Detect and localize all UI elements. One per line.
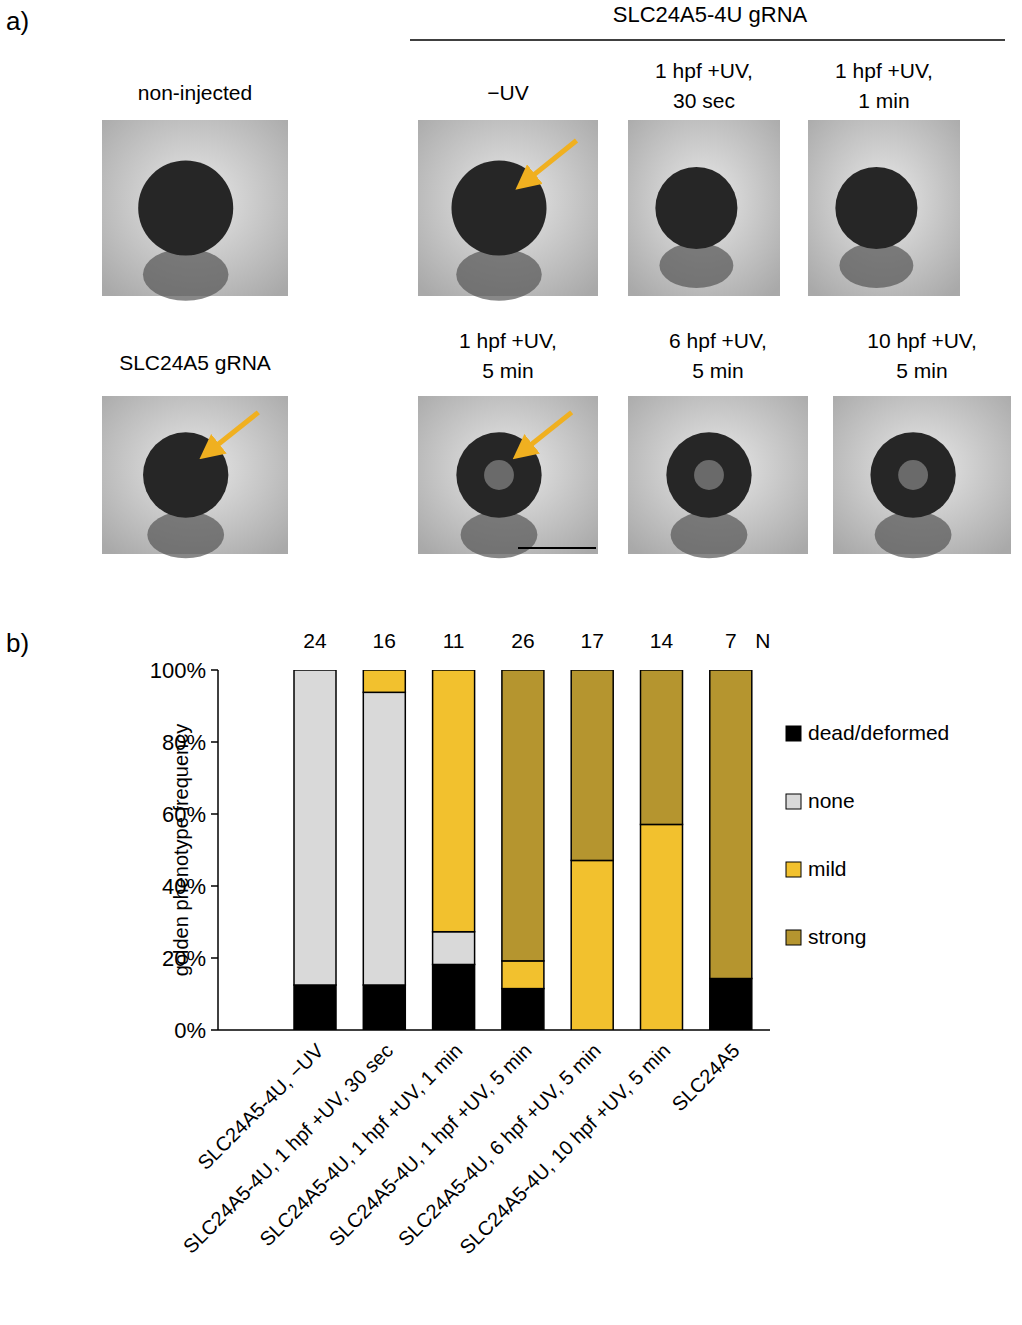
bar-segment: [571, 860, 613, 1030]
image-background: [628, 120, 780, 296]
bar-segment: [433, 964, 475, 1030]
image-label: −UV: [487, 81, 528, 104]
y-axis: [217, 670, 219, 1030]
bars: [294, 670, 752, 1030]
bar-segment: [433, 670, 475, 671]
category-label: SLC24A5-4U, 10 hpf +UV, 5 min: [455, 1039, 674, 1258]
micrograph: [628, 396, 808, 558]
image-label: 1 hpf +UV,: [459, 329, 557, 352]
lens: [898, 460, 928, 490]
yolk: [461, 511, 538, 558]
arrow: [209, 412, 258, 451]
bar-segment: [710, 979, 752, 1030]
bar-segment: [363, 692, 405, 985]
category-label: SLC24A5: [668, 1039, 744, 1115]
n-label: 16: [373, 629, 396, 652]
micrograph: [808, 120, 960, 296]
image-label: SLC24A5 gRNA: [119, 351, 271, 374]
yolk: [456, 248, 542, 300]
y-axis-label: golden phenotype frequency: [170, 724, 192, 976]
n-label: 14: [650, 629, 674, 652]
lens: [484, 460, 514, 490]
y-tick: [211, 885, 218, 887]
bar-segment: [571, 670, 613, 860]
image-label: 1 hpf +UV,: [655, 59, 753, 82]
bar-segment: [433, 932, 475, 965]
legend-swatch: [786, 862, 801, 877]
bar-segment: [641, 670, 683, 824]
image-label: non-injected: [138, 81, 252, 104]
header-rule: [410, 39, 1005, 41]
bar-segment: [641, 824, 683, 1030]
bar-segment: [502, 670, 544, 961]
bar-segment: [710, 670, 752, 979]
yolk: [147, 511, 224, 558]
image-label: 10 hpf +UV,: [867, 329, 977, 352]
legend-label: strong: [808, 925, 866, 948]
lens: [694, 460, 724, 490]
yolk: [143, 248, 229, 300]
legend-swatch: [786, 794, 801, 809]
y-tick: [211, 1029, 218, 1031]
yolk: [659, 243, 733, 288]
yolk: [875, 511, 952, 558]
n-label: 24: [303, 629, 327, 652]
bar-segment: [363, 670, 405, 671]
y-tick: [211, 669, 218, 671]
micrograph: [418, 120, 598, 301]
bar-segment: [433, 670, 475, 932]
image-label: 30 sec: [673, 89, 735, 112]
bar-segment: [502, 961, 544, 989]
panel-header: SLC24A5-4U gRNA: [613, 2, 808, 27]
y-tick: [211, 741, 218, 743]
image-label: 1 hpf +UV,: [835, 59, 933, 82]
image-label: 5 min: [896, 359, 947, 382]
micrograph: [628, 120, 780, 296]
bar-segment: [294, 985, 336, 1030]
legend-label: none: [808, 789, 855, 812]
eye: [666, 432, 751, 517]
panel-label: a): [6, 6, 29, 36]
y-tick: [211, 957, 218, 959]
scale-bar: [518, 547, 596, 549]
micrograph: [418, 396, 598, 558]
arrow: [525, 140, 576, 181]
image-label: 5 min: [482, 359, 533, 382]
y-tick: [211, 813, 218, 815]
image-label: 1 min: [858, 89, 909, 112]
yolk: [839, 243, 913, 288]
figure: a) SLC24A5-4U gRNA non-injected −UV 1 hpf +U…: [0, 0, 1022, 1325]
image-label: 6 hpf +UV,: [669, 329, 767, 352]
n-label: 11: [443, 629, 465, 652]
legend-label: mild: [808, 857, 847, 880]
panel-label: b): [6, 628, 29, 658]
micrograph: [102, 120, 288, 301]
n-label: 7: [725, 629, 737, 652]
image-label: 5 min: [692, 359, 743, 382]
n-label: 17: [581, 629, 604, 652]
eye: [835, 167, 917, 249]
eye: [870, 432, 955, 517]
n-label: 26: [511, 629, 534, 652]
bar-segment: [294, 670, 336, 985]
micrograph: [833, 396, 1011, 558]
legend-label: dead/deformed: [808, 721, 949, 744]
arrow: [522, 412, 571, 451]
category-label: SLC24A5-4U, −UV: [193, 1039, 328, 1174]
bar-segment: [502, 989, 544, 1030]
bar-segment: [294, 670, 336, 671]
yolk: [671, 511, 748, 558]
bar-segment: [363, 670, 405, 692]
legend-swatch: [786, 726, 801, 741]
bar-segment: [363, 985, 405, 1030]
eye: [138, 160, 233, 255]
y-tick-label: 0%: [174, 1018, 206, 1043]
bar-segment: [294, 670, 336, 671]
image-background: [808, 120, 960, 296]
eye: [655, 167, 737, 249]
n-header: N: [755, 629, 770, 652]
micrograph: [102, 396, 288, 558]
legend-swatch: [786, 930, 801, 945]
y-tick-label: 100%: [150, 658, 206, 683]
